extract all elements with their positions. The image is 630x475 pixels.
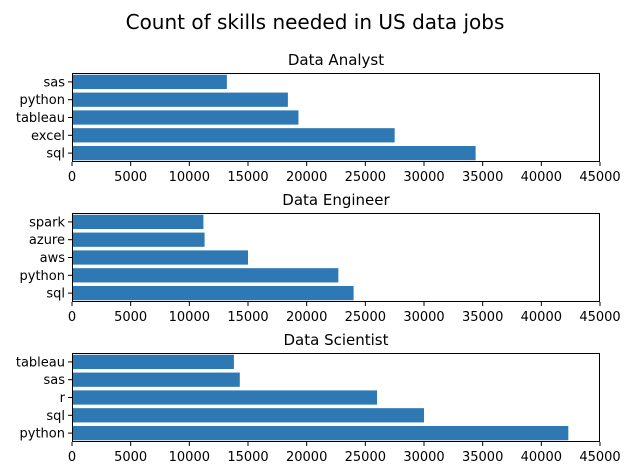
subplot-title: Data Scientist xyxy=(284,331,389,349)
x-tick-label: 5000 xyxy=(114,450,147,465)
x-tick-label: 20000 xyxy=(286,170,327,185)
bar-sas xyxy=(72,372,240,387)
y-tick-label: python xyxy=(20,93,65,108)
x-tick-label: 40000 xyxy=(521,310,562,325)
y-tick-label: aws xyxy=(40,251,66,266)
y-tick-label: sql xyxy=(46,147,65,162)
bar-azure xyxy=(72,232,205,247)
axes-frame xyxy=(72,353,600,442)
y-tick-label: tableau xyxy=(16,111,65,126)
x-tick-label: 10000 xyxy=(169,310,210,325)
y-tick-label: sql xyxy=(46,409,65,424)
subplot-title: Data Analyst xyxy=(288,51,384,69)
figure-title: Count of skills needed in US data jobs xyxy=(126,10,505,34)
bar-python xyxy=(72,268,339,283)
bar-sql xyxy=(72,408,424,423)
bar-spark xyxy=(72,214,204,230)
x-tick-label: 15000 xyxy=(227,170,268,185)
bar-sql xyxy=(72,285,354,301)
x-tick-label: 0 xyxy=(68,450,76,465)
y-tick-label: sql xyxy=(46,287,65,302)
bar-python xyxy=(72,425,569,441)
x-tick-label: 5000 xyxy=(114,310,147,325)
x-tick-label: 40000 xyxy=(521,170,562,185)
x-tick-label: 5000 xyxy=(114,170,147,185)
x-tick-label: 20000 xyxy=(286,310,327,325)
y-tick-label: tableau xyxy=(16,355,65,370)
x-tick-label: 20000 xyxy=(286,450,327,465)
subplot-title: Data Engineer xyxy=(282,191,390,209)
x-tick-label: 35000 xyxy=(462,170,503,185)
y-tick-label: python xyxy=(20,427,65,442)
y-tick-label: azure xyxy=(29,233,65,248)
x-tick-label: 0 xyxy=(68,170,76,185)
axes-frame xyxy=(72,213,600,302)
bar-sas xyxy=(72,74,227,90)
x-tick-label: 35000 xyxy=(462,450,503,465)
x-tick-label: 10000 xyxy=(169,170,210,185)
x-tick-label: 25000 xyxy=(345,170,386,185)
x-tick-label: 30000 xyxy=(403,170,444,185)
y-tick-label: r xyxy=(60,391,66,406)
y-tick-label: python xyxy=(20,269,65,284)
y-tick-label: sas xyxy=(43,75,65,90)
y-tick-label: sas xyxy=(43,373,65,388)
x-tick-label: 25000 xyxy=(345,450,386,465)
x-tick-label: 45000 xyxy=(579,310,620,325)
bar-python xyxy=(72,92,288,107)
bar-tableau xyxy=(72,110,299,125)
bar-sql xyxy=(72,145,476,161)
x-tick-label: 25000 xyxy=(345,310,386,325)
x-tick-label: 0 xyxy=(68,310,76,325)
bar-aws xyxy=(72,250,248,265)
bar-excel xyxy=(72,128,395,143)
x-tick-label: 45000 xyxy=(579,450,620,465)
x-tick-label: 35000 xyxy=(462,310,503,325)
bar-r xyxy=(72,390,378,405)
x-tick-label: 45000 xyxy=(579,170,620,185)
bar-tableau xyxy=(72,354,234,370)
x-tick-label: 30000 xyxy=(403,310,444,325)
y-tick-label: excel xyxy=(31,129,65,144)
y-tick-label: spark xyxy=(29,215,65,230)
x-tick-label: 10000 xyxy=(169,450,210,465)
x-tick-label: 40000 xyxy=(521,450,562,465)
x-tick-label: 30000 xyxy=(403,450,444,465)
x-tick-label: 15000 xyxy=(227,310,268,325)
x-tick-label: 15000 xyxy=(227,450,268,465)
axes-frame xyxy=(72,73,600,162)
